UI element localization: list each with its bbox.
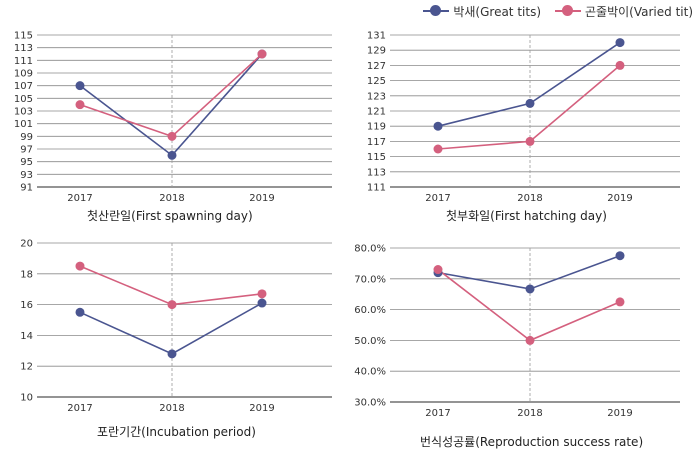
y-tick-label: 117 [367, 137, 386, 148]
y-tick-label: 93 [20, 170, 33, 181]
y-tick-label: 109 [14, 69, 33, 80]
x-tick-label: 2019 [249, 193, 274, 204]
data-point-series-1 [615, 38, 625, 48]
data-point-series-2 [75, 100, 85, 110]
y-tick-label: 125 [367, 76, 386, 87]
y-tick-label: 127 [367, 61, 386, 72]
y-tick-label: 40.0% [354, 367, 386, 378]
chart-title: 포란기간(Incubation period) [97, 425, 256, 439]
data-point-series-2 [433, 265, 443, 275]
x-tick-label: 2017 [425, 193, 450, 204]
y-tick-label: 121 [367, 107, 386, 118]
data-point-series-2 [257, 49, 267, 59]
data-point-series-2 [615, 297, 625, 307]
y-tick-label: 131 [367, 31, 386, 42]
x-tick-label: 2017 [67, 403, 92, 414]
x-tick-label: 2018 [517, 408, 542, 419]
y-tick-label: 115 [14, 31, 33, 42]
chart-3: 10 12 14 16 18 20 2017 2018 2019 포란기간(Incubation … [20, 239, 332, 439]
data-point-series-1 [75, 81, 85, 91]
y-tick-label: 111 [367, 183, 386, 194]
series-line-1 [437, 41, 621, 127]
data-point-series-2 [75, 261, 85, 271]
y-tick-label: 95 [20, 157, 33, 168]
y-tick-label: 119 [367, 122, 386, 133]
data-point-series-1 [525, 284, 535, 294]
y-tick-label: 113 [367, 167, 386, 178]
x-tick-label: 2019 [249, 403, 274, 414]
series-line-1 [437, 254, 621, 290]
y-tick-label: 91 [20, 183, 33, 194]
data-point-series-1 [615, 251, 625, 261]
x-tick-label: 2019 [607, 193, 632, 204]
chart-4: 30.0% 40.0% 50.0% 60.0% 70.0% 80.0% 2017 2018 20… [354, 244, 680, 449]
series-line-2 [79, 265, 263, 306]
legend-item-varied-tit: 곤줄박이(Varied tit) [555, 3, 693, 20]
y-tick-label: 97 [20, 145, 33, 156]
y-tick-label: 70.0% [354, 274, 386, 285]
y-tick-label: 50.0% [354, 336, 386, 347]
legend-item-great-tits: 박새(Great tits) [423, 3, 541, 20]
y-tick-label: 111 [14, 56, 33, 67]
y-tick-label: 80.0% [354, 244, 386, 255]
data-point-series-1 [525, 98, 535, 108]
x-tick-label: 2018 [159, 193, 184, 204]
y-tick-label: 60.0% [354, 305, 386, 316]
legend-label-great-tits: 박새(Great tits) [453, 4, 542, 19]
chart-2: 111 113 115 117 119 121 123 125 127 129 131 2017 201… [367, 31, 680, 223]
y-tick-label: 103 [14, 107, 33, 118]
x-tick-label: 2017 [425, 408, 450, 419]
y-tick-label: 113 [14, 43, 33, 54]
data-point-series-1 [75, 307, 85, 317]
chart-title: 첫산란일(First spawning day) [87, 209, 253, 223]
data-point-series-2 [167, 131, 177, 141]
data-point-series-1 [433, 121, 443, 131]
y-tick-label: 99 [20, 132, 33, 143]
legend: 박새(Great tits) 곤줄박이(Varied tit) [423, 3, 693, 19]
y-tick-label: 129 [367, 46, 386, 57]
data-point-series-1 [167, 150, 177, 160]
y-tick-label: 18 [20, 269, 33, 280]
data-point-series-1 [167, 349, 177, 359]
x-tick-label: 2018 [159, 403, 184, 414]
chart-title: 번식성공률(Reproduction success rate) [420, 435, 643, 449]
legend-swatch-great-tits [423, 5, 450, 17]
data-point-series-2 [433, 144, 443, 154]
chart-title: 첫부화일(First hatching day) [446, 209, 607, 223]
y-tick-label: 30.0% [354, 398, 386, 409]
series-line-1 [79, 302, 263, 355]
series-line-2 [437, 268, 621, 342]
y-tick-label: 101 [14, 119, 33, 130]
x-tick-label: 2018 [517, 193, 542, 204]
data-point-series-2 [167, 300, 177, 310]
y-tick-label: 105 [14, 94, 33, 105]
y-tick-label: 12 [20, 362, 33, 373]
y-tick-label: 115 [367, 152, 386, 163]
y-tick-label: 20 [20, 239, 33, 250]
legend-label-varied-tit: 곤줄박이(Varied tit) [585, 4, 693, 19]
y-tick-label: 16 [20, 300, 33, 311]
y-tick-label: 107 [14, 81, 33, 92]
y-tick-label: 14 [20, 331, 33, 342]
data-point-series-2 [615, 60, 625, 70]
x-tick-label: 2019 [607, 408, 632, 419]
y-tick-label: 10 [20, 393, 33, 404]
data-point-series-2 [257, 289, 267, 299]
legend-swatch-varied-tit [555, 5, 582, 17]
y-tick-label: 123 [367, 91, 386, 102]
data-point-series-1 [257, 298, 267, 308]
data-point-series-2 [525, 335, 535, 345]
data-point-series-2 [525, 136, 535, 146]
x-tick-label: 2017 [67, 193, 92, 204]
